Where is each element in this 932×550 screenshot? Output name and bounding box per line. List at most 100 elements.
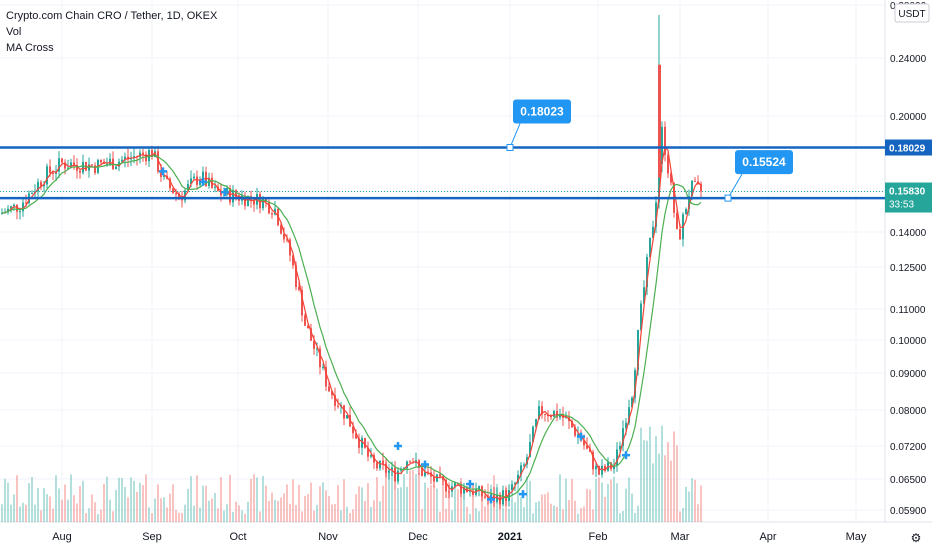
volume-bar [154, 498, 156, 522]
candle-body [100, 159, 102, 163]
candle-body [313, 340, 315, 349]
time-axis-tick-label: 2021 [498, 531, 522, 543]
volume-bar [136, 491, 138, 522]
candle-body [160, 171, 162, 177]
time-axis-tick-label: Sep [142, 531, 162, 543]
volume-bar [4, 478, 6, 522]
volume-bar [76, 503, 78, 522]
volume-bar [454, 481, 456, 522]
level-axis-label: 0.18029 [889, 144, 926, 155]
candle-body [367, 447, 369, 457]
volume-bar [67, 499, 69, 522]
candle-body [583, 440, 585, 446]
volume-bar [379, 501, 381, 522]
volume-bar [211, 498, 213, 522]
candle-body [19, 211, 21, 213]
candle-body [631, 397, 633, 408]
candle-body [388, 470, 390, 473]
volume-bar [391, 470, 393, 522]
volume-bar [421, 509, 423, 522]
candle-body [397, 470, 399, 482]
candle-body [157, 151, 159, 172]
volume-bar [646, 440, 648, 522]
candle-body [76, 164, 78, 171]
ma-cross-marker [159, 167, 167, 176]
candle-body [577, 434, 579, 436]
volume-bar [220, 477, 222, 522]
volume-bar [331, 504, 333, 522]
volume-bar [376, 477, 378, 522]
volume-bar [229, 474, 231, 522]
volume-bar [397, 488, 399, 522]
ma-cross-marker [394, 442, 402, 450]
ma-fast-line [1, 146, 702, 502]
candle-body [532, 426, 534, 443]
candle-body [505, 490, 507, 501]
volume-bar [223, 510, 225, 522]
volume-bar [301, 511, 303, 522]
ma-cross-marker [199, 177, 207, 186]
time-axis-tick-label: Oct [229, 531, 246, 543]
volume-bar [217, 508, 219, 522]
ma-slow-line [1, 154, 702, 499]
candle-body [64, 162, 66, 169]
volume-bar [628, 477, 630, 522]
volume-bar [139, 482, 141, 522]
volume-bar [40, 510, 42, 522]
grid-lines [0, 0, 885, 522]
volume-bar [208, 500, 210, 522]
candle-body [280, 225, 282, 234]
callout-anchor-handle [724, 194, 732, 202]
volume-bar [679, 511, 681, 522]
candle-body [196, 176, 198, 185]
volume-bar [427, 487, 429, 522]
volume-bar [334, 504, 336, 522]
volume-bar [121, 478, 123, 522]
volume-bar [247, 501, 249, 522]
volume-bar [502, 507, 504, 522]
volume-bar [586, 488, 588, 522]
volume-bar [565, 478, 567, 522]
volume-bar [253, 474, 255, 522]
candle-body [358, 438, 360, 448]
candle-body [91, 164, 93, 166]
volume-bar [553, 505, 555, 522]
callout-box [735, 150, 793, 175]
volume-bar [61, 499, 63, 522]
candle-body [82, 161, 84, 173]
candle-body [70, 162, 72, 168]
candle-body [667, 155, 669, 174]
volume-bar [382, 485, 384, 522]
volume-bar [328, 496, 330, 522]
candle-body [571, 421, 573, 428]
volume-bar [649, 426, 651, 522]
volume-bar [682, 507, 684, 522]
candle-body [634, 370, 636, 398]
volume-bar [445, 508, 447, 522]
volume-bar [145, 474, 147, 522]
volume-bar [556, 506, 558, 522]
volume-bar [655, 436, 657, 522]
candle-body [61, 158, 63, 163]
candle-body [385, 463, 387, 473]
volume-bar [112, 511, 114, 522]
candle-body [79, 170, 81, 173]
volume-bar [43, 488, 45, 522]
volume-bar [142, 485, 144, 522]
candle-body [496, 494, 498, 502]
volume-bar [361, 487, 363, 522]
candle-body [295, 265, 297, 287]
ma-cross-marker [622, 451, 630, 460]
volume-bar [619, 513, 621, 522]
candle-body [286, 239, 288, 241]
volume-bar [85, 513, 87, 522]
volume-bar [526, 476, 528, 522]
volume-bar [583, 506, 585, 522]
candle-body [391, 467, 393, 471]
volume-bar [478, 511, 480, 522]
volume-bar [547, 492, 549, 522]
candle-body [646, 257, 648, 288]
volume-bar [517, 482, 519, 522]
